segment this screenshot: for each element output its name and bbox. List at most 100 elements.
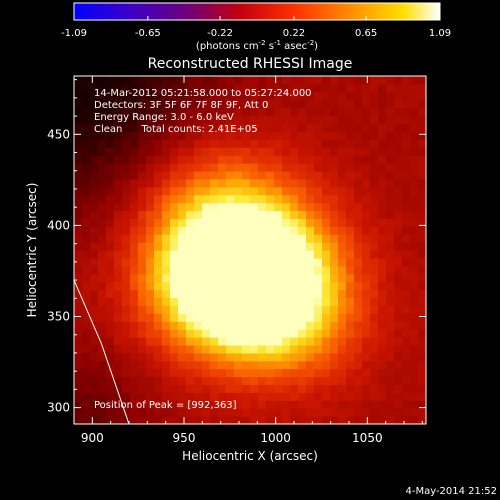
heatmap-cell xyxy=(250,202,259,212)
heatmap-cell xyxy=(338,242,347,251)
heatmap-cell xyxy=(394,147,403,156)
heatmap-cell xyxy=(266,139,275,148)
heatmap-cell xyxy=(322,329,331,338)
heatmap-cell xyxy=(90,416,99,424)
heatmap-cell xyxy=(410,257,419,267)
heatmap-cell xyxy=(178,384,187,393)
heatmap-cell xyxy=(330,226,339,235)
heatmap-cell xyxy=(210,329,219,338)
heatmap-cell xyxy=(74,305,83,314)
heatmap-cell xyxy=(202,131,211,140)
heatmap-cell xyxy=(282,123,291,132)
heatmap-cell xyxy=(338,344,347,354)
heatmap-cell xyxy=(98,352,107,362)
heatmap-cell xyxy=(146,250,155,259)
heatmap-cell xyxy=(346,91,355,101)
heatmap-cell xyxy=(162,384,171,393)
heatmap-cell xyxy=(194,368,203,378)
heatmap-cell xyxy=(122,281,131,291)
heatmap-cell xyxy=(298,384,307,393)
heatmap-cell xyxy=(114,155,123,164)
heatmap-cell xyxy=(234,313,243,322)
heatmap-cell xyxy=(274,297,283,306)
heatmap-cell xyxy=(258,368,267,378)
heatmap-cell xyxy=(306,376,315,386)
heatmap-cell xyxy=(250,392,259,401)
heatmap-cell xyxy=(74,178,83,188)
heatmap-cell xyxy=(378,202,387,212)
heatmap-cell xyxy=(186,218,195,227)
heatmap-cell xyxy=(386,321,395,330)
heatmap-cell xyxy=(218,210,227,219)
heatmap-cell xyxy=(218,265,227,275)
heatmap-cell xyxy=(370,250,379,259)
heatmap-cell xyxy=(170,273,179,283)
heatmap-cell xyxy=(162,131,171,140)
heatmap-cell xyxy=(346,297,355,306)
heatmap-cell xyxy=(74,194,83,204)
heatmap-cell xyxy=(298,273,307,283)
heatmap-cell xyxy=(250,194,259,204)
heatmap-cell xyxy=(210,194,219,204)
heatmap-cell xyxy=(138,384,147,393)
heatmap-cell xyxy=(258,99,267,109)
heatmap-cell xyxy=(370,265,379,275)
heatmap-cell xyxy=(74,226,83,235)
heatmap-cell xyxy=(274,265,283,275)
heatmap-cell xyxy=(242,202,251,212)
heatmap-cell xyxy=(274,408,283,417)
heatmap-cell xyxy=(402,321,411,330)
heatmap-cell xyxy=(394,186,403,196)
heatmap-cell xyxy=(194,202,203,212)
heatmap-cell xyxy=(378,242,387,251)
heatmap-cell xyxy=(290,107,299,117)
heatmap-cell xyxy=(130,83,139,93)
heatmap-cell xyxy=(306,83,315,93)
heatmap-cell xyxy=(354,392,363,401)
heatmap-cell xyxy=(314,123,323,132)
heatmap-cell xyxy=(122,273,131,283)
heatmap-cell xyxy=(154,337,163,346)
heatmap-cell xyxy=(354,400,363,409)
heatmap-cell xyxy=(258,321,267,330)
heatmap-cell xyxy=(394,163,403,172)
heatmap-cell xyxy=(306,147,315,156)
heatmap-cell xyxy=(74,139,83,148)
heatmap-cell xyxy=(346,360,355,370)
heatmap-cell xyxy=(226,384,235,393)
heatmap-cell xyxy=(346,408,355,417)
heatmap-cell xyxy=(370,107,379,117)
heatmap-cell xyxy=(386,202,395,212)
heatmap-cell xyxy=(378,273,387,283)
heatmap-cell xyxy=(194,400,203,409)
heatmap-cell xyxy=(154,234,163,243)
heatmap-cell xyxy=(250,313,259,322)
heatmap-cell xyxy=(410,170,419,180)
heatmap-cell xyxy=(154,289,163,299)
heatmap-cell xyxy=(370,392,379,401)
heatmap-cell xyxy=(250,344,259,354)
heatmap-cell xyxy=(282,76,291,85)
heatmap-cell xyxy=(114,99,123,109)
heatmap-cell xyxy=(138,186,147,196)
heatmap-cell xyxy=(138,321,147,330)
heatmap-cell xyxy=(234,123,243,132)
heatmap-cell xyxy=(346,376,355,386)
heatmap-cell xyxy=(362,329,371,338)
colorbar-tick-label: 1.09 xyxy=(429,28,451,39)
heatmap-cell xyxy=(346,329,355,338)
heatmap-cell xyxy=(330,368,339,378)
heatmap-cell xyxy=(170,123,179,132)
heatmap-cell xyxy=(322,107,331,117)
heatmap-cell xyxy=(186,76,195,85)
heatmap-cell xyxy=(74,313,83,322)
heatmap-cell xyxy=(418,376,426,386)
heatmap-cell xyxy=(266,297,275,306)
heatmap-cell xyxy=(386,392,395,401)
heatmap-cell xyxy=(138,178,147,188)
heatmap-cell xyxy=(322,250,331,259)
heatmap-cell xyxy=(242,329,251,338)
heatmap-cell xyxy=(394,226,403,235)
heatmap-cell xyxy=(106,170,115,180)
heatmap-cell xyxy=(210,305,219,314)
